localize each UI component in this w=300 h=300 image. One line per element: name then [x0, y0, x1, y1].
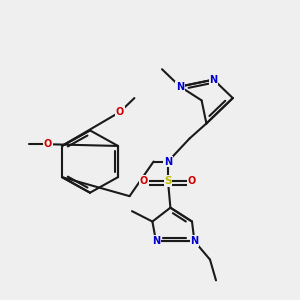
- Text: O: O: [140, 176, 148, 186]
- Text: N: N: [152, 236, 160, 246]
- Text: S: S: [164, 176, 172, 186]
- Text: N: N: [190, 236, 199, 246]
- Text: N: N: [176, 82, 184, 92]
- Text: O: O: [116, 107, 124, 117]
- Text: O: O: [188, 176, 196, 186]
- Text: N: N: [164, 157, 172, 166]
- Text: N: N: [209, 75, 218, 85]
- Text: O: O: [44, 139, 52, 149]
